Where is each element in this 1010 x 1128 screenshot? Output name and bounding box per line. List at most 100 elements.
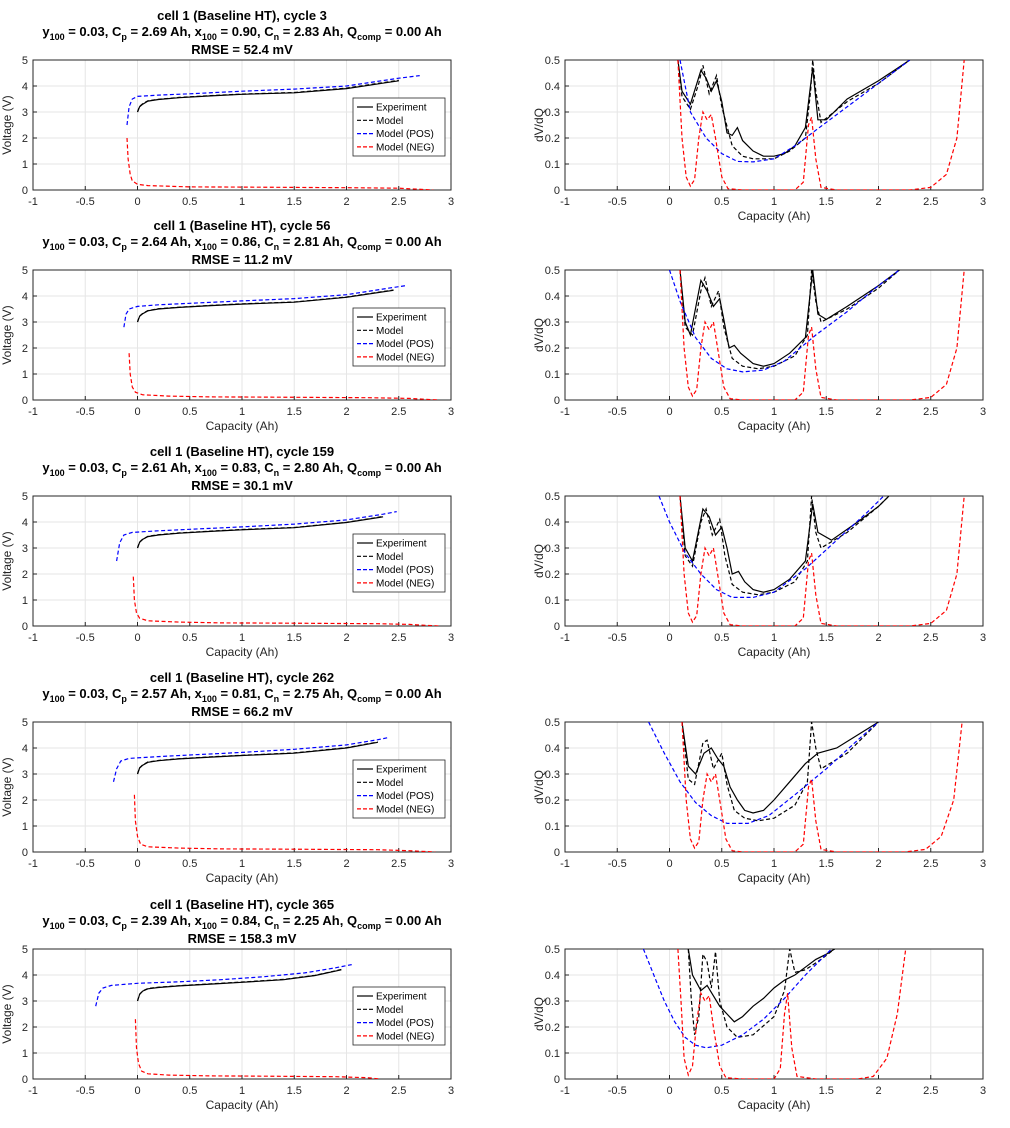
chart-7-xtick-label: 0 (666, 858, 672, 870)
chart-9-series-group (642, 949, 907, 1079)
chart-6-param-line: y100 = 0.03, Cp = 2.57 Ah, x100 = 0.81, … (42, 686, 441, 704)
chart-2-ylabel: Voltage (V) (0, 305, 14, 364)
chart-2-legend: Experiment Model Model (POS) Model (NEG) (352, 307, 446, 367)
chart-2-xtick-label: 0 (134, 406, 140, 418)
chart-7-xtick-label: -1 (560, 858, 570, 870)
chart-2-series-model (136, 289, 394, 323)
chart-3-xtick-label: 2 (875, 406, 881, 418)
chart-9-xtick-label: 1 (771, 1085, 777, 1097)
chart-9-xtick-label: 2 (875, 1085, 881, 1097)
chart-8-axes-box (32, 948, 452, 1080)
chart-2-legend-label: Model (376, 326, 403, 337)
chart-6-series-group (112, 737, 436, 852)
chart-8-legend-box (352, 986, 446, 1046)
chart-9-xtick-label: 3 (980, 1085, 986, 1097)
chart-5-series-group (658, 496, 965, 626)
chart-0-xtick-label: 2.5 (391, 196, 406, 208)
chart-3-series-model (679, 270, 900, 370)
chart-3-xtick-label: 1 (771, 406, 777, 418)
chart-4-ytick-label: 4 (22, 517, 28, 529)
chart-0-legend-label: Model (NEG) (376, 142, 434, 153)
chart-1-ytick-label: 0.5 (545, 55, 560, 67)
chart-5-xtick-label: 2 (875, 632, 881, 644)
chart-8-ylabel: Voltage (V) (0, 984, 14, 1043)
chart-7-xtick-label: 2.5 (923, 858, 938, 870)
chart-4-legend-label: Model (376, 552, 403, 563)
chart-6-xtick-label: 2.5 (391, 858, 406, 870)
chart-7-xtick-label: -0.5 (608, 858, 627, 870)
chart-4-ytick-label: 3 (22, 543, 28, 555)
chart-6-xtick-label: -0.5 (76, 858, 95, 870)
chart-2-xtick-label: 2.5 (391, 406, 406, 418)
chart-6-legend: Experiment Model Model (POS) Model (NEG) (352, 759, 446, 819)
chart-0-legend: Experiment Model Model (POS) Model (NEG) (352, 97, 446, 157)
chart-4-xtick-label: 0.5 (182, 632, 197, 644)
chart-0-ytick-label: 0 (22, 185, 28, 197)
chart-3-ytick-label: 0.4 (545, 291, 560, 303)
chart-6-axes-box (32, 721, 452, 853)
chart-3-ytick-label: 0.1 (545, 369, 560, 381)
chart-9-xtick-label: 1.5 (819, 1085, 834, 1097)
chart-8-legend-label: Experiment (376, 992, 427, 1003)
chart-8-xtick-label: 1.5 (287, 1085, 302, 1097)
chart-4-ytick-label: 0 (22, 621, 28, 633)
chart-4-xtick-label: 0 (134, 632, 140, 644)
chart-0-series-group (126, 75, 434, 190)
chart-6-xtick-label: 3 (448, 858, 454, 870)
chart-8-xtick-label: -1 (28, 1085, 38, 1097)
chart-6-ytick-label: 1 (22, 821, 28, 833)
chart-5-xtick-label: 2.5 (923, 632, 938, 644)
chart-7-ytick-label: 0.1 (545, 821, 560, 833)
chart-8-xtick-label: -0.5 (76, 1085, 95, 1097)
chart-7-ytick-label: 0.3 (545, 769, 560, 781)
chart-7-xlabel: Capacity (Ah) (738, 871, 811, 885)
chart-7-series-experiment (681, 722, 879, 814)
chart-4-series-group (116, 511, 439, 626)
chart-0-xtick-label: 3 (448, 196, 454, 208)
chart-1-ytick-label: 0.3 (545, 107, 560, 119)
chart-6-xtick-label: 0.5 (182, 858, 197, 870)
chart-8-xtick-label: 1 (239, 1085, 245, 1097)
chart-3-series-group (668, 270, 965, 400)
chart-5-ylabel: dV/dQ (532, 544, 546, 578)
chart-0-series-model-pos (126, 75, 420, 126)
chart-4-ylabel: Voltage (V) (0, 531, 14, 590)
chart-8-title: cell 1 (Baseline HT), cycle 365 (150, 897, 334, 912)
chart-4-ytick-label: 2 (22, 569, 28, 581)
chart-3-ylabel: dV/dQ (532, 318, 546, 352)
chart-6-xlabel: Capacity (Ah) (206, 871, 279, 885)
chart-0-legend-label: Model (POS) (376, 129, 434, 140)
chart-2-xtick-label: 0.5 (182, 406, 197, 418)
chart-5-xtick-label: 1 (771, 632, 777, 644)
chart-4-ytick-label: 5 (22, 491, 28, 503)
chart-1-xtick-label: -0.5 (608, 196, 627, 208)
chart-9-ylabel: dV/dQ (532, 997, 546, 1031)
chart-2-ytick-label: 2 (22, 343, 28, 355)
chart-1-series-experiment (677, 60, 911, 157)
chart-2-rmse: RMSE = 11.2 mV (192, 252, 293, 267)
chart-5-series-experiment (679, 496, 890, 593)
chart-4-xtick-label: -0.5 (76, 632, 95, 644)
chart-7-xtick-label: 1 (771, 858, 777, 870)
chart-4-xtick-label: 3 (448, 632, 454, 644)
chart-4-series-model-neg (132, 576, 439, 626)
chart-2-ytick-label: 4 (22, 291, 28, 303)
chart-6-legend-box (352, 759, 446, 819)
chart-3-ytick-label: 0.2 (545, 343, 560, 355)
chart-4-ytick-label: 1 (22, 595, 28, 607)
chart-8-ytick-label: 5 (22, 944, 28, 956)
chart-4-xtick-label: 1 (239, 632, 245, 644)
chart-2-ytick-label: 1 (22, 369, 28, 381)
chart-0-series-model-neg (126, 137, 434, 190)
chart-1-ytick-label: 0.2 (545, 133, 560, 145)
chart-2-xlabel: Capacity (Ah) (206, 419, 279, 433)
chart-1-ytick-label: 0.1 (545, 159, 560, 171)
chart-1-xtick-label: 0.5 (714, 196, 729, 208)
chart-2-xtick-label: 2 (343, 406, 349, 418)
chart-6-legend-label: Model (POS) (376, 791, 434, 802)
chart-4-series-model-pos (116, 511, 397, 562)
chart-1-series-model-pos (679, 60, 911, 163)
chart-8-xlabel: Capacity (Ah) (206, 1098, 279, 1112)
